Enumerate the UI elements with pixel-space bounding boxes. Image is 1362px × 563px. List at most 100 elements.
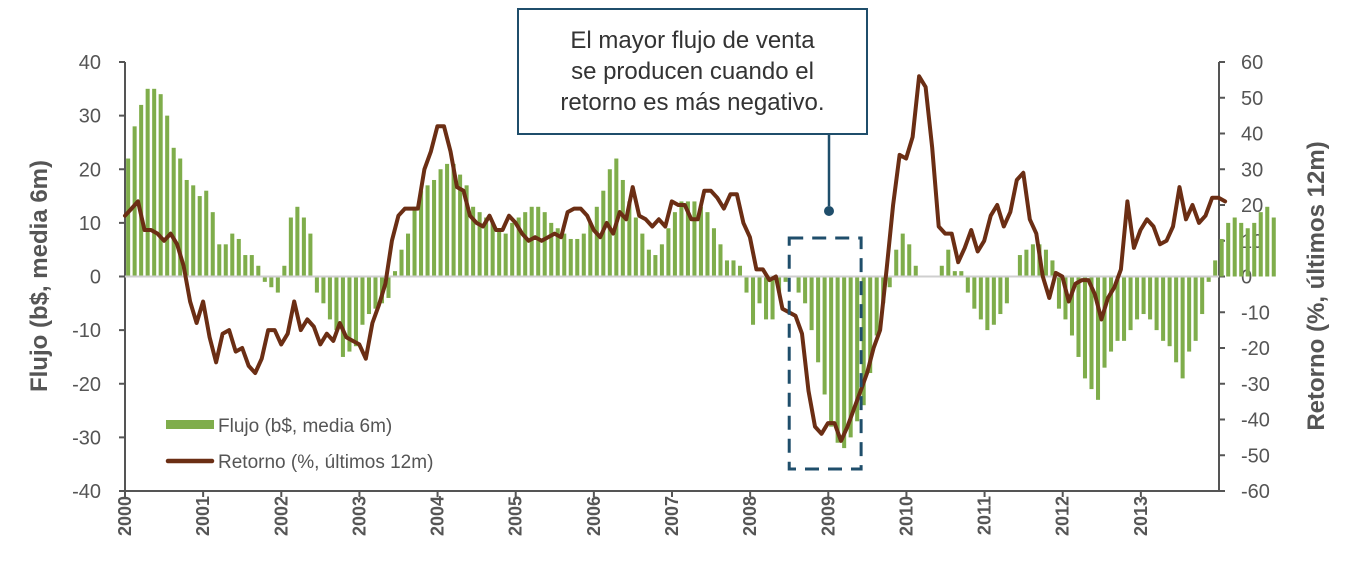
right-tick-label: -60 (1241, 481, 1270, 503)
flow-bar (1265, 206, 1270, 277)
flow-bar (432, 179, 437, 277)
flow-bar (301, 217, 306, 277)
flow-bar (438, 169, 443, 277)
flow-bar (308, 233, 313, 277)
flow-bar (829, 276, 834, 427)
x-tick-label: 2004 (428, 496, 448, 536)
flow-bar (620, 179, 625, 277)
x-tick-label: 2011 (975, 496, 995, 535)
flow-bar (1050, 260, 1055, 277)
flow-bar (640, 233, 645, 277)
flow-bar (1232, 217, 1237, 277)
x-tick-label: 2010 (896, 496, 916, 536)
flow-bar (1095, 276, 1101, 400)
flow-bar (672, 212, 677, 277)
flow-bar (549, 222, 554, 277)
flow-bar (868, 276, 873, 374)
flow-bar (1258, 212, 1263, 277)
flow-bar (490, 222, 495, 277)
right-tick-label: 30 (1241, 159, 1263, 181)
flow-bar (171, 147, 176, 277)
flow-bar (711, 228, 716, 277)
flow-bar (1219, 238, 1224, 277)
flow-bar (627, 201, 632, 277)
flow-bar (679, 201, 684, 277)
flow-bar (1017, 255, 1022, 277)
flow-bar (1004, 276, 1009, 304)
flow-bar (939, 265, 944, 277)
flow-bar (425, 185, 430, 277)
flow-bar (399, 249, 404, 277)
flow-bar (835, 276, 840, 443)
flow-bar (666, 228, 671, 277)
flow-bar (392, 271, 398, 277)
highlight-box (787, 236, 863, 471)
flow-bar (575, 238, 580, 277)
flow-bar (295, 206, 300, 277)
flow-bar (1024, 249, 1029, 277)
flow-bar (1193, 276, 1198, 341)
flow-bar (1180, 276, 1185, 379)
y-left-axis-title: Flujo (b$, media 6m) (26, 160, 53, 392)
flow-bar (471, 206, 476, 277)
flow-bar (197, 196, 202, 277)
left-tick-label: 30 (79, 106, 101, 128)
x-tick-label: 2008 (740, 496, 760, 536)
flow-bar (770, 276, 775, 320)
flow-bar (685, 201, 690, 277)
flow-bar (1069, 276, 1074, 336)
flow-bar (249, 255, 254, 277)
flow-bar (165, 115, 170, 277)
left-tick-label: 10 (79, 213, 101, 235)
flow-bar (816, 276, 821, 363)
flow-bar (900, 233, 905, 277)
flow-bar (1271, 217, 1276, 277)
flow-bar (894, 249, 899, 277)
x-tick-label: 2003 (349, 496, 369, 536)
flow-bar (184, 179, 189, 277)
flow-bar (412, 206, 417, 277)
flow-bar (1063, 276, 1068, 320)
flow-bar (516, 217, 521, 277)
flow-bar (646, 249, 651, 277)
flow-bar (1135, 276, 1140, 320)
right-tick-label: 40 (1241, 124, 1263, 146)
x-tick-label: 2001 (193, 496, 213, 536)
flow-bar (445, 163, 450, 277)
flow-bar (1154, 276, 1159, 331)
left-tick-label: 0 (90, 267, 101, 289)
flow-bar (126, 158, 131, 277)
flow-bar (1043, 249, 1048, 277)
flow-bar (523, 212, 528, 277)
flow-bar (1115, 276, 1120, 341)
flow-bar (243, 255, 248, 277)
flow-bar (536, 206, 541, 277)
flow-bar (783, 276, 788, 282)
x-tick-label: 2005 (506, 496, 526, 536)
right-tick-label: 60 (1241, 52, 1263, 74)
flow-bar (529, 206, 534, 277)
flow-bar (848, 276, 853, 438)
flow-bar (607, 169, 612, 277)
flow-bar (1213, 260, 1218, 277)
right-tick-label: -40 (1241, 410, 1270, 432)
right-tick-label: 0 (1241, 267, 1252, 289)
right-tick-label: -50 (1241, 445, 1270, 467)
x-tick-label: 2007 (662, 496, 682, 536)
x-tick-label: 2002 (271, 496, 291, 536)
flow-bar (314, 276, 319, 293)
left-tick-label: 40 (79, 52, 101, 74)
flow-bar (588, 222, 593, 277)
x-tick-label: 2013 (1131, 496, 1151, 536)
right-tick-label: -20 (1241, 338, 1270, 360)
flow-bar (152, 88, 157, 277)
flow-bar (1102, 276, 1107, 368)
flow-bar (907, 244, 912, 277)
flow-bar (1089, 276, 1094, 390)
flow-bar (1128, 276, 1133, 331)
flow-bar (1082, 276, 1088, 379)
flow-bar (1109, 276, 1114, 352)
flow-bar (347, 276, 352, 352)
